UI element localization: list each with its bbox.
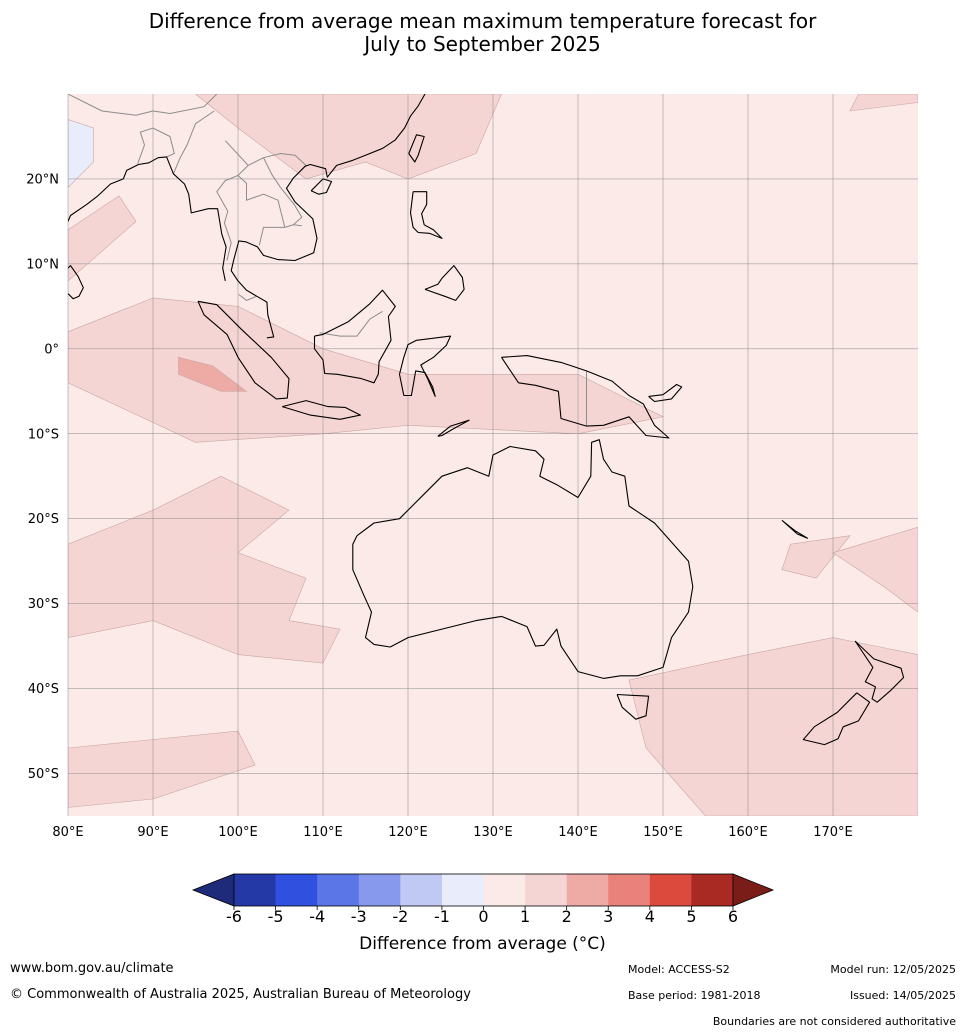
border-line (137, 127, 175, 164)
colorbar-label: Difference from average (°C) (359, 934, 606, 954)
coastline (310, 178, 333, 195)
colorbar-below-triangle (191, 873, 235, 907)
border-line (237, 175, 286, 228)
latitude-tick-label: 20°S (28, 512, 59, 527)
border-line (172, 110, 215, 174)
anomaly-regions (68, 94, 918, 816)
issued-text: Issued: 14/05/2025 (849, 989, 956, 1002)
longitude-tick-label: 160°E (728, 825, 768, 840)
coastline (282, 400, 361, 420)
anomaly-region (849, 94, 918, 112)
map-title: Difference from average mean maximum tem… (0, 10, 965, 56)
base-period-text: Base period: 1981-2018 (628, 989, 761, 1002)
latitude-tick-label: 20°N (26, 172, 59, 187)
coastline (68, 156, 227, 282)
colorbar-swatch (275, 874, 318, 906)
anomaly-region (68, 119, 94, 188)
colorbar-tick-label: 4 (645, 907, 655, 926)
colorbar-swatch (525, 874, 568, 906)
longitude-tick-label: 90°E (137, 825, 168, 840)
model-run-text: Model run: 12/05/2025 (830, 963, 956, 976)
colorbar-tick-label: -4 (309, 907, 325, 926)
coastline (781, 519, 809, 539)
border-line (319, 310, 383, 337)
coastline (802, 692, 871, 746)
colorbar-swatch (566, 874, 609, 906)
graticule (67, 94, 918, 816)
country-borders (68, 94, 587, 427)
border-line (68, 94, 218, 116)
anomaly-region (832, 526, 918, 613)
colorbar-tick-label: 0 (478, 907, 488, 926)
coastline (409, 191, 443, 239)
colorbar-tick-label: -5 (268, 907, 284, 926)
coastline (68, 265, 84, 300)
colorbar-swatch (358, 874, 401, 906)
colorbar-above-triangle (732, 873, 775, 907)
colorbar-tick-label: 1 (520, 907, 530, 926)
border-line (216, 165, 249, 261)
anomaly-region (68, 195, 137, 282)
colorbar: -6 -5 -4 -3 -2 -1 0 1 2 3 4 5 6 (191, 873, 775, 926)
longitude-tick-label: 110°E (303, 825, 343, 840)
longitude-tick-label: 120°E (388, 825, 428, 840)
coastline (197, 300, 290, 400)
longitude-tick-label: 170°E (813, 825, 853, 840)
boundaries-note: Boundaries are not considered authoritat… (712, 1015, 956, 1028)
longitude-tick-label: 100°E (218, 825, 258, 840)
colorbar-swatch (649, 874, 692, 906)
latitude-tick-label: 40°S (28, 682, 59, 697)
border-line (224, 140, 307, 167)
colorbar-tick-label: 2 (562, 907, 572, 926)
coastlines (68, 94, 905, 746)
coastline (313, 289, 396, 384)
latitude-labels: 20°N 10°N 0° 10°S 20°S 30°S 40°S 50°S (26, 172, 59, 782)
colorbar-swatch (608, 874, 651, 906)
longitude-tick-label: 150°E (643, 825, 683, 840)
title-line-1: Difference from average mean maximum tem… (148, 9, 817, 33)
coastline (398, 335, 452, 397)
coastline (648, 383, 683, 403)
longitude-tick-label: 80°E (52, 825, 83, 840)
border-line (238, 294, 257, 301)
colorbar-tick-label: -3 (351, 907, 367, 926)
border-line (263, 157, 303, 226)
website-text: www.bom.gov.au/climate (10, 961, 174, 976)
coastline (854, 640, 905, 703)
colorbar-swatch (483, 874, 526, 906)
colorbar-swatch (441, 874, 484, 906)
longitude-tick-label: 140°E (558, 825, 598, 840)
latitude-tick-label: 10°N (26, 257, 59, 272)
colorbar-tick-label: -1 (434, 907, 450, 926)
coastline (408, 134, 425, 163)
latitude-tick-label: 10°S (28, 427, 59, 442)
coastline (501, 355, 670, 439)
colorbar-swatch (234, 874, 276, 906)
colorbar-tick-label: 6 (728, 907, 738, 926)
latitude-tick-label: 0° (44, 342, 59, 357)
title-line-2: July to September 2025 (364, 32, 601, 56)
colorbar-swatch (400, 874, 443, 906)
copyright-text: © Commonwealth of Australia 2025, Austra… (10, 987, 471, 1002)
coastline (424, 265, 465, 301)
latitude-tick-label: 50°S (28, 767, 59, 782)
colorbar-swatch (691, 874, 734, 906)
coastline (437, 419, 470, 437)
longitude-tick-label: 130°E (473, 825, 513, 840)
anomaly-region (628, 637, 918, 816)
coastline (352, 439, 694, 679)
longitude-labels: 80°E 90°E 100°E 110°E 120°E 130°E 140°E 150°E 16… (52, 825, 852, 840)
colorbar-tick-label: 3 (603, 907, 613, 926)
coastline (616, 693, 650, 720)
latitude-tick-label: 30°S (28, 597, 59, 612)
coastline (230, 94, 426, 339)
colorbar-swatch (317, 874, 360, 906)
colorbar-tick-label: 5 (686, 907, 696, 926)
colorbar-tick-label: -2 (392, 907, 408, 926)
anomaly-region (178, 356, 248, 392)
model-text: Model: ACCESS-S2 (628, 963, 730, 976)
anomaly-region (68, 730, 256, 808)
colorbar-tick-label: -6 (226, 907, 242, 926)
